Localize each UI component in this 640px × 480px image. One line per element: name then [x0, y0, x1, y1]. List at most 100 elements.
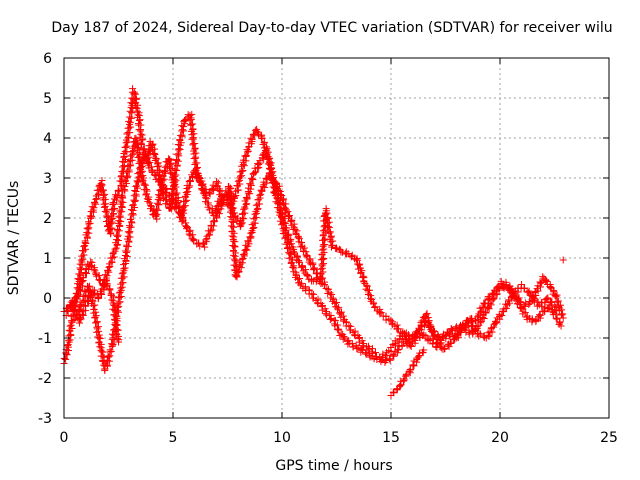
data-point: [232, 261, 240, 269]
data-point: [356, 260, 364, 268]
data-point: [553, 291, 561, 299]
data-point: [493, 283, 501, 291]
data-point: [111, 204, 119, 212]
data-point: [154, 206, 162, 214]
data-point: [105, 353, 113, 361]
data-point: [167, 169, 175, 177]
data-point: [297, 243, 305, 251]
y-tick-label: -3: [38, 411, 52, 427]
data-point: [125, 158, 133, 166]
data-point: [108, 340, 116, 348]
data-point: [111, 245, 119, 253]
y-tick-label: 6: [43, 51, 52, 67]
data-point: [98, 182, 106, 190]
data-point: [125, 238, 133, 246]
data-point: [331, 299, 339, 307]
data-point: [536, 311, 544, 319]
data-point: [326, 315, 334, 323]
data-point: [251, 219, 259, 227]
data-point: [213, 177, 221, 185]
data-point: [437, 336, 445, 344]
data-point: [90, 204, 98, 212]
data-point: [170, 185, 178, 193]
data-point: [249, 175, 257, 183]
data-point: [143, 154, 151, 162]
data-point: [206, 227, 214, 235]
data-point: [237, 220, 245, 228]
data-point: [431, 331, 439, 339]
data-point: [183, 223, 191, 231]
data-point: [108, 296, 116, 304]
data-point: [481, 299, 489, 307]
data-point: [248, 174, 256, 182]
data-point: [489, 289, 497, 297]
data-point: [75, 283, 83, 291]
data-point: [302, 266, 310, 274]
data-point: [178, 218, 186, 226]
data-point: [198, 177, 206, 185]
data-point: [256, 191, 264, 199]
data-point: [552, 293, 560, 301]
data-point: [136, 116, 144, 124]
data-point: [436, 342, 444, 350]
x-tick-label: 25: [600, 430, 618, 446]
data-point: [155, 162, 163, 170]
data-point: [135, 117, 143, 125]
data-point: [74, 275, 82, 283]
data-point: [127, 215, 135, 223]
data-point: [79, 274, 87, 282]
data-point: [139, 177, 147, 185]
data-point: [118, 191, 126, 199]
data-point: [258, 135, 266, 143]
data-point: [242, 151, 250, 159]
data-point: [135, 143, 143, 151]
data-point: [86, 219, 94, 227]
y-tick-label: 1: [43, 251, 52, 267]
data-point: [252, 201, 260, 209]
data-point: [394, 346, 402, 354]
data-point: [132, 95, 140, 103]
data-point: [169, 173, 177, 181]
data-point: [166, 191, 174, 199]
y-tick-label: -2: [38, 371, 52, 387]
data-point: [63, 342, 71, 350]
data-point: [134, 170, 142, 178]
data-point: [322, 310, 330, 318]
data-point: [552, 314, 560, 322]
data-point: [308, 290, 316, 298]
data-point: [132, 103, 140, 111]
data-point: [484, 329, 492, 337]
data-point: [67, 331, 75, 339]
data-point: [125, 166, 133, 174]
data-point: [78, 308, 86, 316]
data-point: [485, 305, 493, 313]
data-point: [137, 130, 145, 138]
data-point: [90, 199, 98, 207]
data-point: [172, 183, 180, 191]
data-point: [231, 257, 239, 265]
data-point: [364, 346, 372, 354]
data-point: [75, 270, 83, 278]
data-point: [257, 186, 265, 194]
data-marks: [60, 85, 567, 399]
data-point: [174, 208, 182, 216]
data-point: [66, 322, 74, 330]
data-point: [115, 308, 123, 316]
data-point: [113, 335, 121, 343]
data-point: [149, 150, 157, 158]
data-point: [64, 307, 72, 315]
data-point: [83, 234, 91, 242]
data-point: [244, 238, 252, 246]
data-point: [208, 186, 216, 194]
data-point: [369, 299, 377, 307]
data-point: [483, 304, 491, 312]
data-point: [282, 226, 290, 234]
data-point: [286, 250, 294, 258]
data-point: [238, 172, 246, 180]
data-point: [129, 85, 137, 93]
data-point: [414, 330, 422, 338]
data-point: [147, 163, 155, 171]
data-point: [415, 353, 423, 361]
data-point: [320, 281, 328, 289]
data-point: [96, 343, 104, 351]
